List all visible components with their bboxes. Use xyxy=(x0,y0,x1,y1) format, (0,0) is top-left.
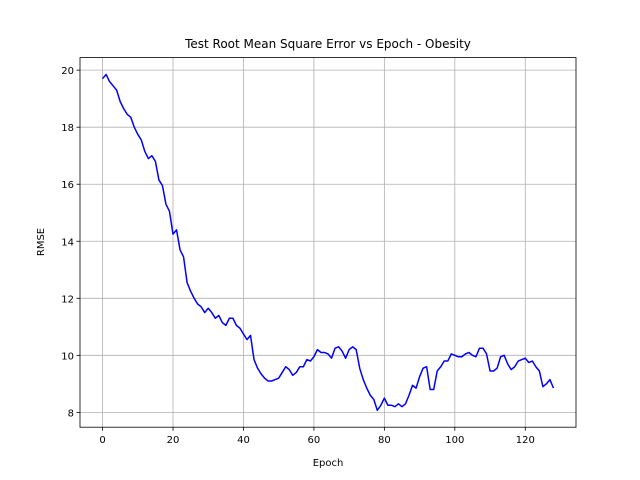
x-tick-label: 0 xyxy=(99,435,105,446)
y-tick-label: 8 xyxy=(68,408,74,419)
x-tick-label: 60 xyxy=(308,435,321,446)
y-tick-label: 12 xyxy=(61,294,74,305)
y-tick-label: 18 xyxy=(61,123,74,134)
x-tick-label: 40 xyxy=(237,435,250,446)
x-tick-label: 20 xyxy=(167,435,180,446)
x-tick-label: 100 xyxy=(445,435,464,446)
x-tick-label: 120 xyxy=(516,435,535,446)
y-tick-label: 20 xyxy=(61,66,74,77)
x-axis-label: Epoch xyxy=(313,458,344,469)
y-tick-label: 14 xyxy=(61,237,74,248)
chart-title: Test Root Mean Square Error vs Epoch - O… xyxy=(184,37,471,51)
y-tick-label: 10 xyxy=(61,351,74,362)
x-tick-label: 80 xyxy=(378,435,391,446)
plot-frame xyxy=(79,57,577,428)
y-axis-label: RMSE xyxy=(36,228,47,256)
y-tick-label: 16 xyxy=(61,180,74,191)
data-line xyxy=(101,73,555,412)
